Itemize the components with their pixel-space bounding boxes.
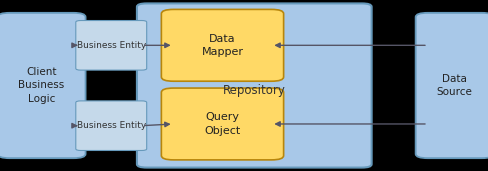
Text: Repository: Repository [223, 84, 285, 97]
Text: Query
Object: Query Object [204, 112, 240, 136]
FancyBboxPatch shape [76, 21, 146, 70]
FancyBboxPatch shape [137, 3, 371, 168]
FancyBboxPatch shape [0, 13, 85, 158]
FancyBboxPatch shape [161, 9, 283, 81]
FancyBboxPatch shape [76, 101, 146, 150]
FancyBboxPatch shape [415, 13, 488, 158]
Text: Business Entity: Business Entity [77, 41, 145, 50]
Text: Client
Business
Logic: Client Business Logic [19, 67, 64, 104]
FancyBboxPatch shape [161, 88, 283, 160]
Text: Data
Mapper: Data Mapper [201, 34, 243, 57]
Text: Data
Source: Data Source [436, 74, 472, 97]
Text: Business Entity: Business Entity [77, 121, 145, 130]
